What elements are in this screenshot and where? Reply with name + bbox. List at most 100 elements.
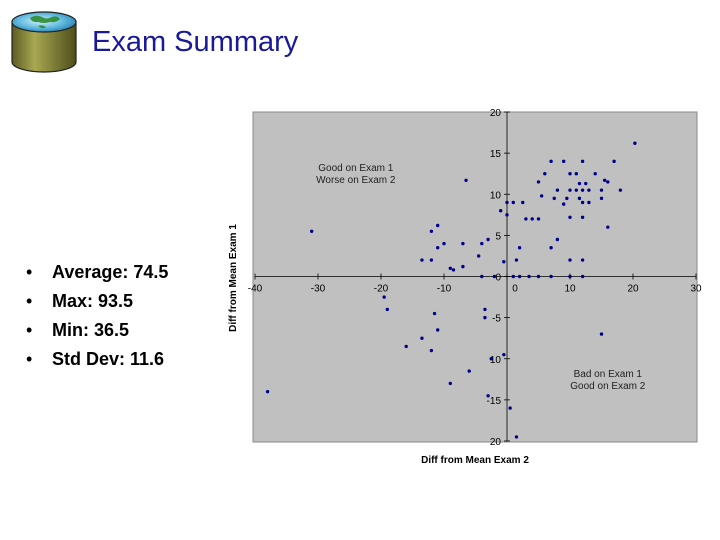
data-point <box>492 274 497 279</box>
data-point <box>536 217 541 221</box>
stat-max: • Max: 93.5 <box>26 287 168 316</box>
data-point <box>404 344 408 349</box>
bullet: • <box>26 349 33 369</box>
data-point <box>436 223 440 228</box>
data-point <box>539 194 544 198</box>
data-point <box>521 200 525 205</box>
data-point <box>580 200 585 205</box>
y-tick-label: 0 <box>495 273 501 284</box>
data-point <box>517 274 522 279</box>
y-tick-label: 10 <box>490 355 502 366</box>
data-point <box>549 274 553 279</box>
data-point <box>552 196 556 201</box>
quadrant-annotation: Good on Exam 1 Worse on Exam 2 <box>316 163 396 186</box>
data-point <box>599 332 604 336</box>
data-point <box>606 180 610 184</box>
data-point <box>565 196 569 201</box>
data-point <box>499 209 503 213</box>
data-point <box>511 200 515 205</box>
data-point <box>464 178 468 182</box>
stat-label: Std Dev: 11.6 <box>52 349 165 369</box>
data-point <box>502 259 506 264</box>
data-point <box>606 225 610 229</box>
quadrant-annotation: Bad on Exam 1 Good on Exam 2 <box>570 369 645 392</box>
data-point <box>568 258 572 262</box>
data-point <box>429 348 434 353</box>
y-tick-label: 20 <box>490 437 502 448</box>
bullet: • <box>26 291 33 311</box>
data-point <box>536 180 541 184</box>
data-point <box>483 315 487 320</box>
stat-min: • Min: 36.5 <box>26 316 168 345</box>
data-point <box>489 357 493 361</box>
x-tick-label: 10 <box>564 284 576 295</box>
data-point <box>436 328 440 332</box>
data-point <box>505 200 509 205</box>
data-point <box>461 264 465 269</box>
data-point <box>580 215 585 219</box>
data-point <box>382 295 386 299</box>
data-point <box>574 188 578 192</box>
slide-title: Exam Summary <box>92 26 299 58</box>
data-point <box>436 246 440 250</box>
stat-label: Max: 93.5 <box>52 291 134 311</box>
data-point <box>448 266 452 270</box>
data-point <box>612 159 616 164</box>
plot-area <box>252 111 698 443</box>
data-point <box>562 202 566 206</box>
data-point <box>420 336 424 340</box>
bullet: • <box>26 262 33 282</box>
y-axis-label: Diff from Mean Exam 1 <box>228 224 239 332</box>
data-point <box>599 196 604 201</box>
data-point <box>587 188 591 192</box>
data-point <box>483 307 487 312</box>
stat-average: • Average: 74.5 <box>26 258 168 287</box>
data-point <box>549 159 553 164</box>
data-point <box>511 274 515 279</box>
data-point <box>618 188 623 192</box>
data-point <box>580 274 585 279</box>
x-tick-label: -30 <box>311 284 326 295</box>
data-point <box>480 241 484 246</box>
data-point <box>524 217 528 221</box>
data-point <box>580 188 585 192</box>
data-points <box>265 141 637 439</box>
data-point <box>584 181 588 186</box>
stats-list: • Average: 74.5 • Max: 93.5 • Min: 36.5 • St… <box>26 258 168 374</box>
stat-label: Min: 36.5 <box>52 320 130 340</box>
data-point <box>568 171 572 176</box>
data-point <box>574 171 578 176</box>
data-point <box>549 246 553 250</box>
chart-svg: -40 -30 -20 -10 0 10 20 30 20 15 10 5 0 -5 10 -15 20 Goo… <box>228 108 702 466</box>
y-tick-label: 20 <box>490 108 502 119</box>
bullet: • <box>26 320 33 340</box>
data-point <box>502 352 506 357</box>
data-point <box>385 307 389 312</box>
data-point <box>577 196 582 201</box>
data-point <box>580 258 585 262</box>
data-point <box>310 229 314 233</box>
data-point <box>467 369 471 373</box>
data-point <box>265 389 270 394</box>
data-point <box>508 406 512 410</box>
data-point <box>451 268 456 272</box>
x-tick-label: -10 <box>437 284 452 295</box>
logo-icon <box>8 8 80 76</box>
stat-label: Average: 74.5 <box>52 262 169 282</box>
y-tick-label: 15 <box>490 149 502 160</box>
data-point <box>580 159 585 164</box>
x-tick-label: 20 <box>627 284 639 295</box>
stat-stddev: • Std Dev: 11.6 <box>26 345 168 374</box>
data-point <box>486 394 490 398</box>
data-point <box>555 188 560 192</box>
data-point <box>555 237 560 242</box>
data-point <box>587 200 591 205</box>
axes: -40 -30 -20 -10 0 10 20 30 20 15 10 5 0 -5 10 -15 20 <box>248 108 702 448</box>
data-point <box>530 217 534 221</box>
data-point <box>527 274 531 279</box>
data-point <box>517 246 522 250</box>
data-point <box>429 258 434 262</box>
data-point <box>536 274 541 279</box>
data-point <box>461 241 465 246</box>
data-point <box>543 171 547 176</box>
